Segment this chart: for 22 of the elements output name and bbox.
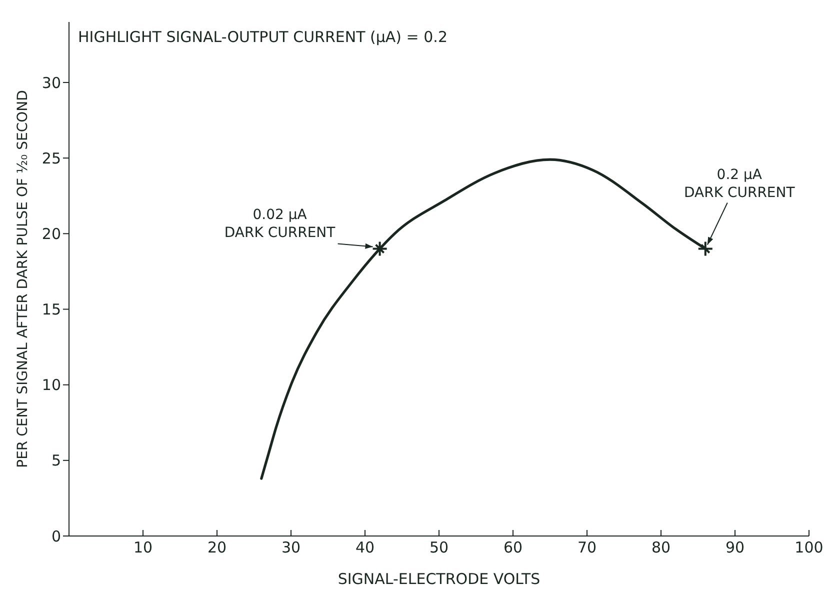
y-tick-label: 0	[51, 527, 61, 546]
x-axis-title: SIGNAL-ELECTRODE VOLTS	[338, 570, 540, 588]
x-tick-label: 70	[577, 538, 597, 557]
y-tick-label: 25	[42, 149, 61, 168]
x-tick-label: 100	[794, 538, 824, 557]
x-tick-label: 20	[207, 538, 227, 557]
x-tick-label: 10	[133, 538, 153, 557]
y-tick-label: 10	[42, 376, 61, 394]
annotation: 0.02 μA DARK CURRENT	[224, 206, 336, 241]
y-tick-label: 15	[42, 300, 61, 319]
x-tick-label: 30	[281, 538, 301, 557]
y-tick-label: 5	[51, 452, 61, 470]
text: HIGHLIGHT SIGNAL-OUTPUT CURRENT (μA) = 0.2	[78, 28, 448, 46]
x-tick-label: 80	[651, 538, 671, 557]
y-axis-title: PER CENT SIGNAL AFTER DARK PULSE OF ¹⁄₂₀ SECOND	[14, 90, 31, 468]
x-tick-label: 60	[503, 538, 523, 557]
y-tick-label: 30	[42, 74, 61, 92]
annotation: 0.2 μA DARK CURRENT	[684, 166, 796, 201]
x-tick-label: 90	[725, 538, 745, 557]
y-tick-label: 20	[42, 224, 61, 243]
x-tick-label: 40	[355, 538, 375, 557]
x-tick-label: 50	[429, 538, 449, 557]
